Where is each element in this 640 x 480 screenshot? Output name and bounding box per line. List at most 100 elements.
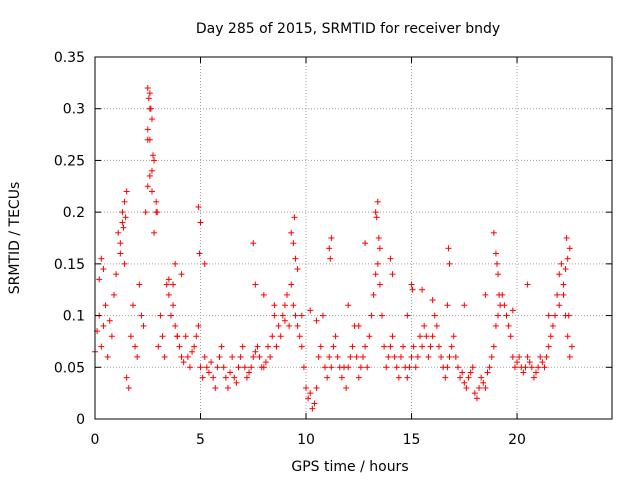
data-point bbox=[501, 302, 508, 309]
data-point bbox=[246, 369, 253, 376]
data-point bbox=[140, 322, 147, 329]
data-point bbox=[125, 384, 132, 391]
data-point bbox=[563, 235, 570, 241]
data-point bbox=[102, 302, 109, 309]
data-point bbox=[493, 260, 500, 267]
data-point bbox=[516, 353, 523, 360]
data-point bbox=[414, 353, 421, 360]
data-point bbox=[319, 312, 326, 319]
data-point bbox=[528, 364, 535, 371]
data-point bbox=[197, 364, 204, 371]
data-point bbox=[412, 364, 419, 371]
data-point bbox=[122, 214, 129, 221]
data-point bbox=[347, 353, 354, 360]
data-point bbox=[262, 359, 269, 366]
data-point bbox=[404, 312, 411, 319]
data-point bbox=[554, 291, 561, 298]
data-point bbox=[328, 235, 335, 241]
data-point bbox=[372, 271, 379, 278]
data-point bbox=[463, 384, 470, 391]
data-point bbox=[286, 322, 293, 329]
data-point bbox=[260, 364, 267, 371]
data-point bbox=[294, 266, 301, 273]
data-point bbox=[106, 317, 113, 324]
data-point bbox=[138, 312, 145, 319]
data-point bbox=[406, 364, 413, 371]
data-point bbox=[252, 348, 259, 355]
data-point bbox=[153, 198, 160, 205]
grid bbox=[95, 57, 612, 419]
data-point bbox=[368, 312, 375, 319]
x-axis-label: GPS time / hours bbox=[291, 459, 408, 475]
data-point bbox=[560, 291, 567, 298]
data-point bbox=[115, 229, 122, 236]
data-point bbox=[421, 322, 428, 329]
data-point bbox=[265, 343, 272, 350]
data-point bbox=[136, 281, 143, 288]
data-point bbox=[387, 343, 394, 350]
data-point bbox=[395, 374, 402, 381]
data-point bbox=[161, 353, 168, 360]
data-point bbox=[564, 333, 571, 340]
data-point bbox=[545, 343, 552, 350]
data-point bbox=[196, 250, 203, 257]
data-point bbox=[199, 374, 206, 381]
data-point bbox=[444, 364, 451, 371]
data-point bbox=[150, 152, 157, 159]
data-point bbox=[326, 353, 333, 360]
data-point bbox=[566, 353, 573, 360]
data-point bbox=[467, 369, 474, 376]
data-point bbox=[151, 157, 158, 164]
data-point bbox=[397, 353, 404, 360]
data-point bbox=[514, 359, 521, 366]
data-point bbox=[100, 266, 107, 273]
data-point bbox=[212, 384, 219, 391]
data-point bbox=[345, 302, 352, 309]
data-point bbox=[549, 322, 556, 329]
data-point bbox=[334, 353, 341, 360]
data-point bbox=[117, 250, 124, 257]
x-tick-label: 15 bbox=[403, 432, 421, 448]
data-point bbox=[419, 286, 426, 293]
data-point bbox=[564, 255, 571, 262]
data-point bbox=[322, 364, 329, 371]
data-point bbox=[252, 281, 259, 288]
data-point bbox=[410, 343, 417, 350]
data-point bbox=[416, 333, 423, 340]
data-point bbox=[250, 240, 257, 247]
data-point bbox=[362, 343, 369, 350]
data-point bbox=[256, 353, 263, 360]
data-point bbox=[444, 302, 451, 309]
data-point bbox=[366, 333, 373, 340]
data-point bbox=[119, 209, 126, 216]
data-point bbox=[313, 384, 320, 391]
data-point bbox=[511, 364, 518, 371]
data-point bbox=[427, 343, 434, 350]
data-point bbox=[442, 374, 449, 381]
data-point bbox=[535, 364, 542, 371]
data-point bbox=[530, 374, 537, 381]
data-point bbox=[539, 359, 546, 366]
data-point bbox=[324, 374, 331, 381]
data-point bbox=[271, 302, 278, 309]
data-point bbox=[205, 369, 212, 376]
data-point bbox=[461, 302, 468, 309]
data-point bbox=[362, 240, 369, 247]
data-point bbox=[547, 333, 554, 340]
data-point bbox=[332, 333, 339, 340]
data-point bbox=[294, 322, 301, 329]
data-point bbox=[191, 343, 198, 350]
data-point bbox=[180, 359, 187, 366]
data-point bbox=[303, 384, 310, 391]
data-point bbox=[307, 390, 314, 397]
data-point bbox=[404, 374, 411, 381]
data-point bbox=[431, 312, 438, 319]
data-point bbox=[533, 369, 540, 376]
data-point bbox=[309, 405, 316, 412]
data-point bbox=[108, 333, 115, 340]
data-point bbox=[292, 312, 299, 319]
data-point bbox=[457, 374, 464, 381]
data-point bbox=[480, 379, 487, 386]
data-point bbox=[537, 353, 544, 360]
